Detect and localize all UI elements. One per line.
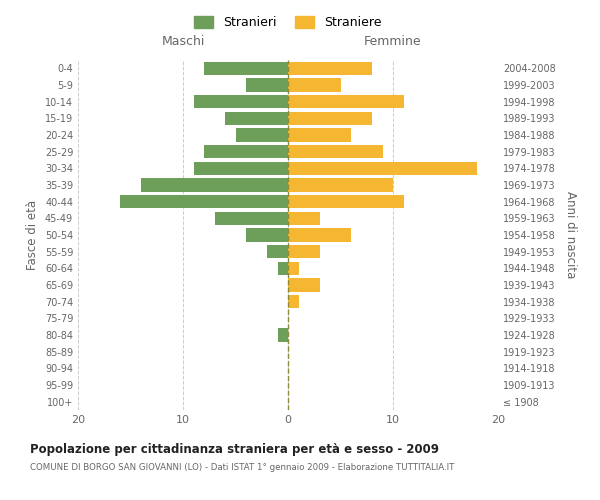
Legend: Stranieri, Straniere: Stranieri, Straniere xyxy=(190,11,386,34)
Bar xyxy=(288,112,372,125)
Bar xyxy=(246,78,288,92)
Bar xyxy=(288,228,351,241)
Bar xyxy=(235,128,288,141)
Bar xyxy=(277,262,288,275)
Text: Popolazione per cittadinanza straniera per età e sesso - 2009: Popolazione per cittadinanza straniera p… xyxy=(30,442,439,456)
Bar xyxy=(288,262,299,275)
Bar xyxy=(277,328,288,342)
Text: Femmine: Femmine xyxy=(364,36,422,49)
Bar xyxy=(288,128,351,141)
Bar xyxy=(288,162,477,175)
Text: COMUNE DI BORGO SAN GIOVANNI (LO) - Dati ISTAT 1° gennaio 2009 - Elaborazione TU: COMUNE DI BORGO SAN GIOVANNI (LO) - Dati… xyxy=(30,462,454,471)
Bar xyxy=(225,112,288,125)
Bar xyxy=(288,95,404,108)
Bar xyxy=(288,295,299,308)
Bar xyxy=(246,228,288,241)
Y-axis label: Anni di nascita: Anni di nascita xyxy=(564,192,577,278)
Bar xyxy=(204,145,288,158)
Bar xyxy=(267,245,288,258)
Bar xyxy=(288,145,383,158)
Bar xyxy=(288,195,404,208)
Bar xyxy=(204,62,288,75)
Bar xyxy=(288,178,393,192)
Bar xyxy=(288,245,320,258)
Y-axis label: Fasce di età: Fasce di età xyxy=(26,200,39,270)
Bar xyxy=(193,162,288,175)
Bar xyxy=(288,278,320,291)
Bar xyxy=(288,62,372,75)
Bar xyxy=(193,95,288,108)
Bar xyxy=(120,195,288,208)
Bar xyxy=(215,212,288,225)
Bar xyxy=(141,178,288,192)
Text: Maschi: Maschi xyxy=(161,36,205,49)
Bar xyxy=(288,78,341,92)
Bar xyxy=(288,212,320,225)
